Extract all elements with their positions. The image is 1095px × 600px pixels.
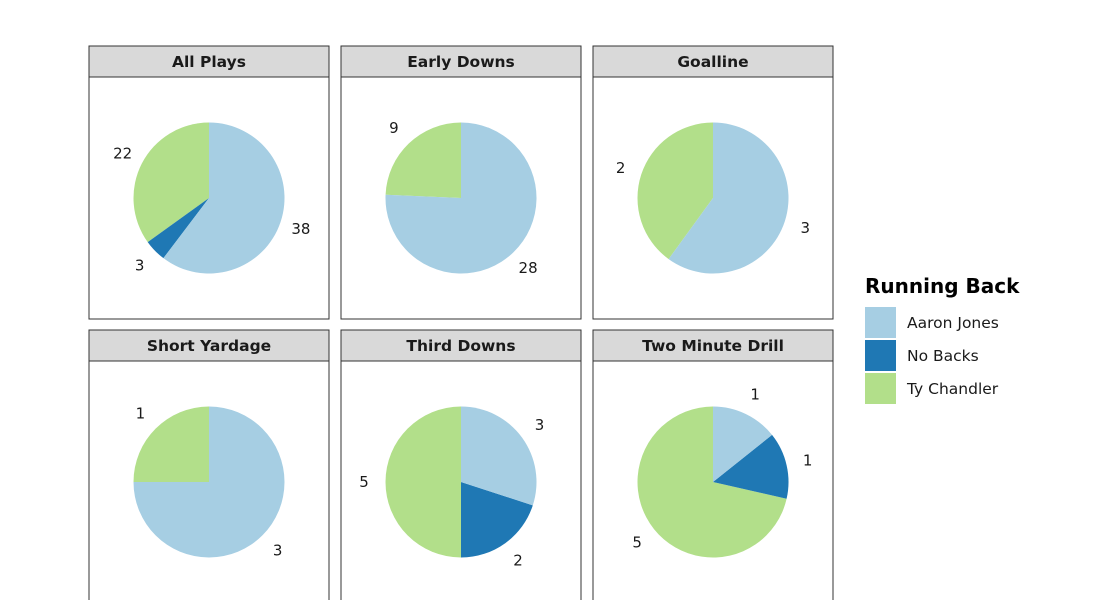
legend-label: No Backs: [907, 347, 979, 365]
pie-slice-no-backs: [713, 434, 789, 499]
pie-slice-ty-chandler: [385, 122, 461, 198]
legend-item-ty-chandler: Ty Chandler: [865, 373, 999, 404]
slice-label-ty-chandler: 2: [616, 159, 626, 177]
facet-strip: [592, 45, 834, 78]
pie-slice-ty-chandler: [385, 406, 461, 558]
legend-label: Aaron Jones: [907, 314, 999, 332]
pie-slice-aaron-jones: [163, 122, 285, 274]
legend-item-no-backs: No Backs: [865, 340, 979, 371]
facet-strip: [340, 329, 582, 362]
pie-slice-aaron-jones: [133, 406, 285, 558]
facet-third-downs: Third Downs 5 2 3: [340, 329, 582, 600]
slice-label-aaron-jones: 38: [291, 220, 310, 238]
slice-label-no-backs: 2: [513, 552, 523, 570]
facet-short-yardage: Short Yardage 1 3: [88, 329, 330, 600]
slice-label-aaron-jones: 28: [519, 259, 538, 277]
facet-strip-label: Goalline: [677, 53, 748, 71]
legend-swatch: [865, 340, 896, 371]
slice-label-ty-chandler: 9: [389, 119, 399, 137]
facet-strip: [88, 329, 330, 362]
legend-swatch: [865, 373, 896, 404]
slice-label-aaron-jones: 1: [750, 386, 760, 404]
legend-item-aaron-jones: Aaron Jones: [865, 307, 999, 338]
slice-label-no-backs: 1: [803, 451, 813, 469]
facet-goalline: Goalline 2 3: [592, 45, 834, 320]
facet-strip: [592, 329, 834, 362]
slice-label-aaron-jones: 3: [535, 416, 545, 434]
legend-title: Running Back: [865, 274, 1020, 298]
slice-label-aaron-jones: 3: [801, 219, 811, 237]
facet-strip-label: Two Minute Drill: [642, 337, 784, 355]
facet-strip-label: Short Yardage: [147, 337, 271, 355]
facet-strip-label: Early Downs: [407, 53, 515, 71]
slice-label-ty-chandler: 5: [359, 473, 369, 491]
pie-slice-aaron-jones: [461, 406, 537, 506]
facet-two-minute-drill: Two Minute Drill 5 1 1: [592, 329, 834, 600]
pie-slice-no-backs: [461, 482, 533, 558]
pie-slice-no-backs: [147, 198, 209, 259]
legend-swatch: [865, 307, 896, 338]
pie-slice-ty-chandler: [133, 122, 209, 243]
facet-strip-label: Third Downs: [406, 337, 515, 355]
legend-items: Aaron Jones No Backs Ty Chandler: [865, 307, 999, 404]
slice-label-ty-chandler: 22: [113, 145, 132, 163]
facet-strip: [88, 45, 330, 78]
slice-label-aaron-jones: 3: [273, 542, 283, 560]
slice-label-ty-chandler: 1: [136, 404, 146, 422]
pie-slice-ty-chandler: [637, 122, 713, 260]
facet-all-plays: All Plays 22 3 38: [88, 45, 330, 320]
slice-label-no-backs: 3: [135, 257, 145, 275]
pie-slice-aaron-jones: [713, 406, 773, 482]
facet-early-downs: Early Downs 9 28: [340, 45, 582, 320]
legend: Running Back Aaron Jones No Backs Ty Chand…: [865, 274, 1020, 404]
pie-slice-aaron-jones: [668, 122, 789, 274]
facet-strip-label: All Plays: [172, 53, 246, 71]
pie-slice-ty-chandler: [637, 406, 787, 558]
pie-slice-aaron-jones: [385, 122, 537, 274]
legend-label: Ty Chandler: [906, 380, 999, 398]
pie-slice-ty-chandler: [133, 406, 209, 482]
slice-label-ty-chandler: 5: [632, 534, 642, 552]
